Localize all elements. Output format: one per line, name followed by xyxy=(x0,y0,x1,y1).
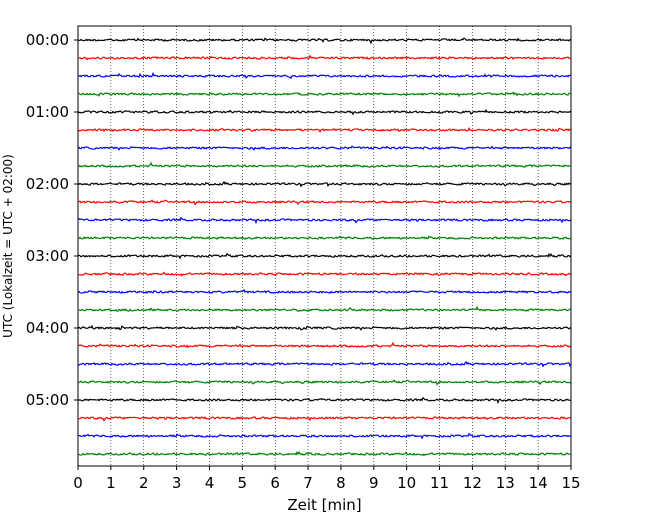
y-tick-label-03:00: 03:00 xyxy=(26,247,69,265)
plot-frame xyxy=(77,25,572,467)
x-tick-label-5: 5 xyxy=(238,474,248,492)
trace-4 xyxy=(77,91,572,98)
trace-19 xyxy=(77,360,572,368)
x-tick-label-13: 13 xyxy=(496,474,515,492)
trace-15 xyxy=(77,288,572,295)
x-tick-label-11: 11 xyxy=(430,474,449,492)
x-tick-label-1: 1 xyxy=(106,474,116,492)
trace-7 xyxy=(77,145,572,151)
trace-17 xyxy=(77,324,572,331)
trace-8 xyxy=(77,161,572,168)
y-tick-label-05:00: 05:00 xyxy=(26,391,69,409)
y-tick-label-02:00: 02:00 xyxy=(26,175,69,193)
x-axis-ticks: 0 1 2 3 4 5 6 7 8 9 10 11 12 13 14 15 xyxy=(73,466,581,492)
trace-18 xyxy=(77,341,572,349)
trace-9 xyxy=(77,180,572,188)
trace-6 xyxy=(77,126,572,133)
vertical-grid xyxy=(110,26,539,466)
traces-group xyxy=(77,37,572,457)
trace-12 xyxy=(77,235,572,241)
trace-21 xyxy=(77,396,572,405)
trace-5 xyxy=(77,108,572,116)
x-tick-label-0: 0 xyxy=(73,474,83,492)
trace-24 xyxy=(77,450,572,457)
trace-1 xyxy=(77,37,572,45)
trace-10 xyxy=(77,199,572,206)
y-axis-label: UTC (Lokalzeit = UTC + 02:00) xyxy=(1,154,15,338)
x-tick-label-8: 8 xyxy=(336,474,346,492)
trace-2 xyxy=(77,54,572,61)
x-tick-label-9: 9 xyxy=(369,474,379,492)
x-axis-label: Zeit [min] xyxy=(287,496,361,514)
y-tick-label-00:00: 00:00 xyxy=(26,31,69,49)
trace-22 xyxy=(77,416,572,422)
trace-16 xyxy=(77,305,572,312)
y-tick-label-01:00: 01:00 xyxy=(26,103,69,121)
x-tick-label-14: 14 xyxy=(529,474,548,492)
x-tick-label-15: 15 xyxy=(561,474,580,492)
trace-20 xyxy=(77,379,572,386)
y-axis-ticks: 00:00 01:00 02:00 03:00 04:00 05:00 xyxy=(26,31,78,409)
x-tick-label-4: 4 xyxy=(205,474,215,492)
trace-11 xyxy=(77,216,572,225)
x-tick-label-2: 2 xyxy=(139,474,149,492)
trace-3 xyxy=(77,71,572,80)
x-tick-label-7: 7 xyxy=(303,474,313,492)
trace-13 xyxy=(77,252,572,260)
x-tick-label-3: 3 xyxy=(172,474,182,492)
x-tick-label-10: 10 xyxy=(397,474,416,492)
x-tick-label-6: 6 xyxy=(270,474,280,492)
x-tick-label-12: 12 xyxy=(463,474,482,492)
y-tick-label-04:00: 04:00 xyxy=(26,319,69,337)
trace-14 xyxy=(77,271,572,277)
trace-23 xyxy=(77,432,572,440)
